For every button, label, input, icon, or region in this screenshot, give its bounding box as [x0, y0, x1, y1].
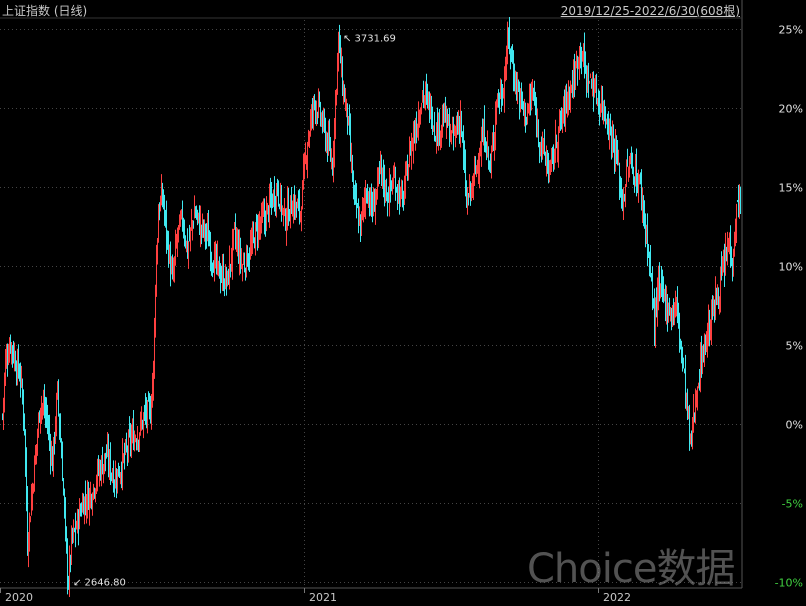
- chart-title: 上证指数 (日线): [2, 4, 88, 18]
- y-tick-label: 0%: [786, 419, 803, 432]
- min-annotation: ↙ 2646.80: [73, 577, 126, 588]
- x-tick-label: 2021: [309, 591, 337, 604]
- y-tick-label: -5%: [782, 498, 803, 511]
- y-tick-label: 25%: [779, 24, 803, 37]
- x-tick-label: 2022: [603, 591, 631, 604]
- y-tick-label: 15%: [779, 182, 803, 195]
- y-tick-label: -10%: [775, 577, 803, 590]
- date-range-label[interactable]: 2019/12/25-2022/6/30(608根): [560, 4, 740, 18]
- max-annotation: ↖ 3731.69: [343, 33, 396, 44]
- y-tick-label: 10%: [779, 261, 803, 274]
- y-tick-label: 5%: [786, 340, 803, 353]
- x-tick-label: 2020: [5, 591, 33, 604]
- y-tick-label: 20%: [779, 103, 803, 116]
- watermark-logo: Choice数据: [527, 546, 735, 592]
